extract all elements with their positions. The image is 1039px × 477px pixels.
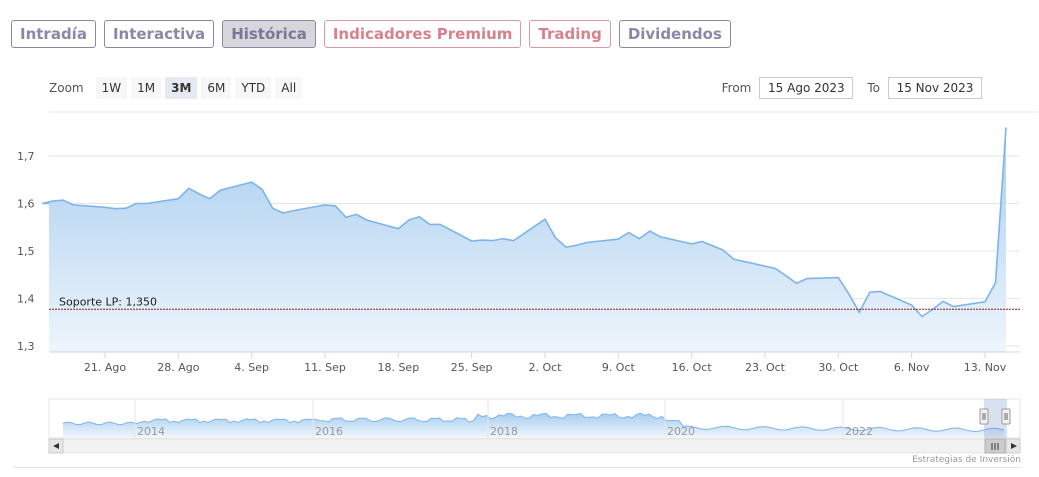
from-date-input[interactable] — [759, 77, 854, 99]
bottom-divider — [13, 467, 1021, 468]
zoom-6m-button[interactable]: 6M — [201, 77, 232, 99]
tab-indicadores-premium[interactable]: Indicadores Premium — [323, 20, 522, 48]
y-tick-label: 1,5 — [17, 245, 35, 258]
navigator-year-label: 2020 — [667, 425, 695, 438]
chart-tabs: Intradía Interactiva Histórica Indicador… — [11, 20, 731, 48]
x-tick-label: 25. Sep — [451, 361, 493, 374]
support-label: Soporte LP: 1,350 — [59, 295, 157, 308]
x-tick-label: 13. Nov — [964, 361, 1007, 374]
navigator-handle-left[interactable] — [979, 408, 989, 425]
navigator-year-label: 2018 — [490, 425, 518, 438]
x-tick-label: 28. Ago — [157, 361, 199, 374]
x-tick-label: 9. Oct — [602, 361, 636, 374]
navigator-year-label: 2022 — [845, 425, 873, 438]
navigator-selection[interactable] — [984, 399, 1007, 438]
navigator-handle-right[interactable] — [1001, 408, 1011, 425]
x-tick-label: 4. Sep — [234, 361, 269, 374]
zoom-1m-button[interactable]: 1M — [131, 77, 162, 99]
y-tick-label: 1,4 — [17, 293, 35, 306]
x-tick-label: 30. Oct — [818, 361, 859, 374]
tab-trading[interactable]: Trading — [529, 20, 611, 48]
navigator-year-label: 2016 — [315, 425, 343, 438]
zoom-1w-button[interactable]: 1W — [95, 77, 128, 99]
scroll-left-arrow-icon — [53, 443, 59, 449]
from-label: From — [721, 81, 752, 95]
price-line — [41, 127, 1007, 318]
x-tick-label: 23. Oct — [745, 361, 786, 374]
zoom-selector: Zoom 1W 1M 3M 6M YTD All — [49, 77, 303, 99]
x-tick-label: 2. Oct — [528, 361, 562, 374]
chart-credit: Estrategias de Inversión — [912, 455, 1021, 465]
x-tick-label: 18. Sep — [377, 361, 419, 374]
zoom-ytd-button[interactable]: YTD — [235, 77, 272, 99]
scroll-right-arrow-icon — [1011, 443, 1017, 449]
navigator-year-label: 2014 — [137, 425, 165, 438]
date-range: From To — [708, 77, 982, 99]
tab-interactiva[interactable]: Interactiva — [103, 20, 215, 48]
navigator-line — [62, 412, 1005, 433]
zoom-all-button[interactable]: All — [275, 77, 303, 99]
zoom-3m-button[interactable]: 3M — [165, 77, 198, 99]
tab-intradia[interactable]: Intradía — [11, 20, 96, 48]
tab-historica[interactable]: Histórica — [222, 20, 316, 48]
zoom-label: Zoom — [49, 81, 84, 95]
price-area — [42, 127, 1007, 352]
y-tick-label: 1,3 — [17, 340, 35, 353]
y-tick-label: 1,7 — [17, 150, 35, 163]
x-tick-label: 11. Sep — [304, 361, 346, 374]
navigator-area — [63, 413, 1004, 438]
x-tick-label: 16. Oct — [672, 361, 713, 374]
to-date-input[interactable] — [888, 77, 982, 99]
tab-dividendos[interactable]: Dividendos — [618, 20, 731, 48]
x-tick-label: 6. Nov — [894, 361, 930, 374]
to-label: To — [867, 81, 880, 95]
scrollbar-track[interactable] — [48, 438, 1021, 454]
y-tick-label: 1,6 — [17, 198, 35, 211]
x-tick-label: 21. Ago — [84, 361, 126, 374]
